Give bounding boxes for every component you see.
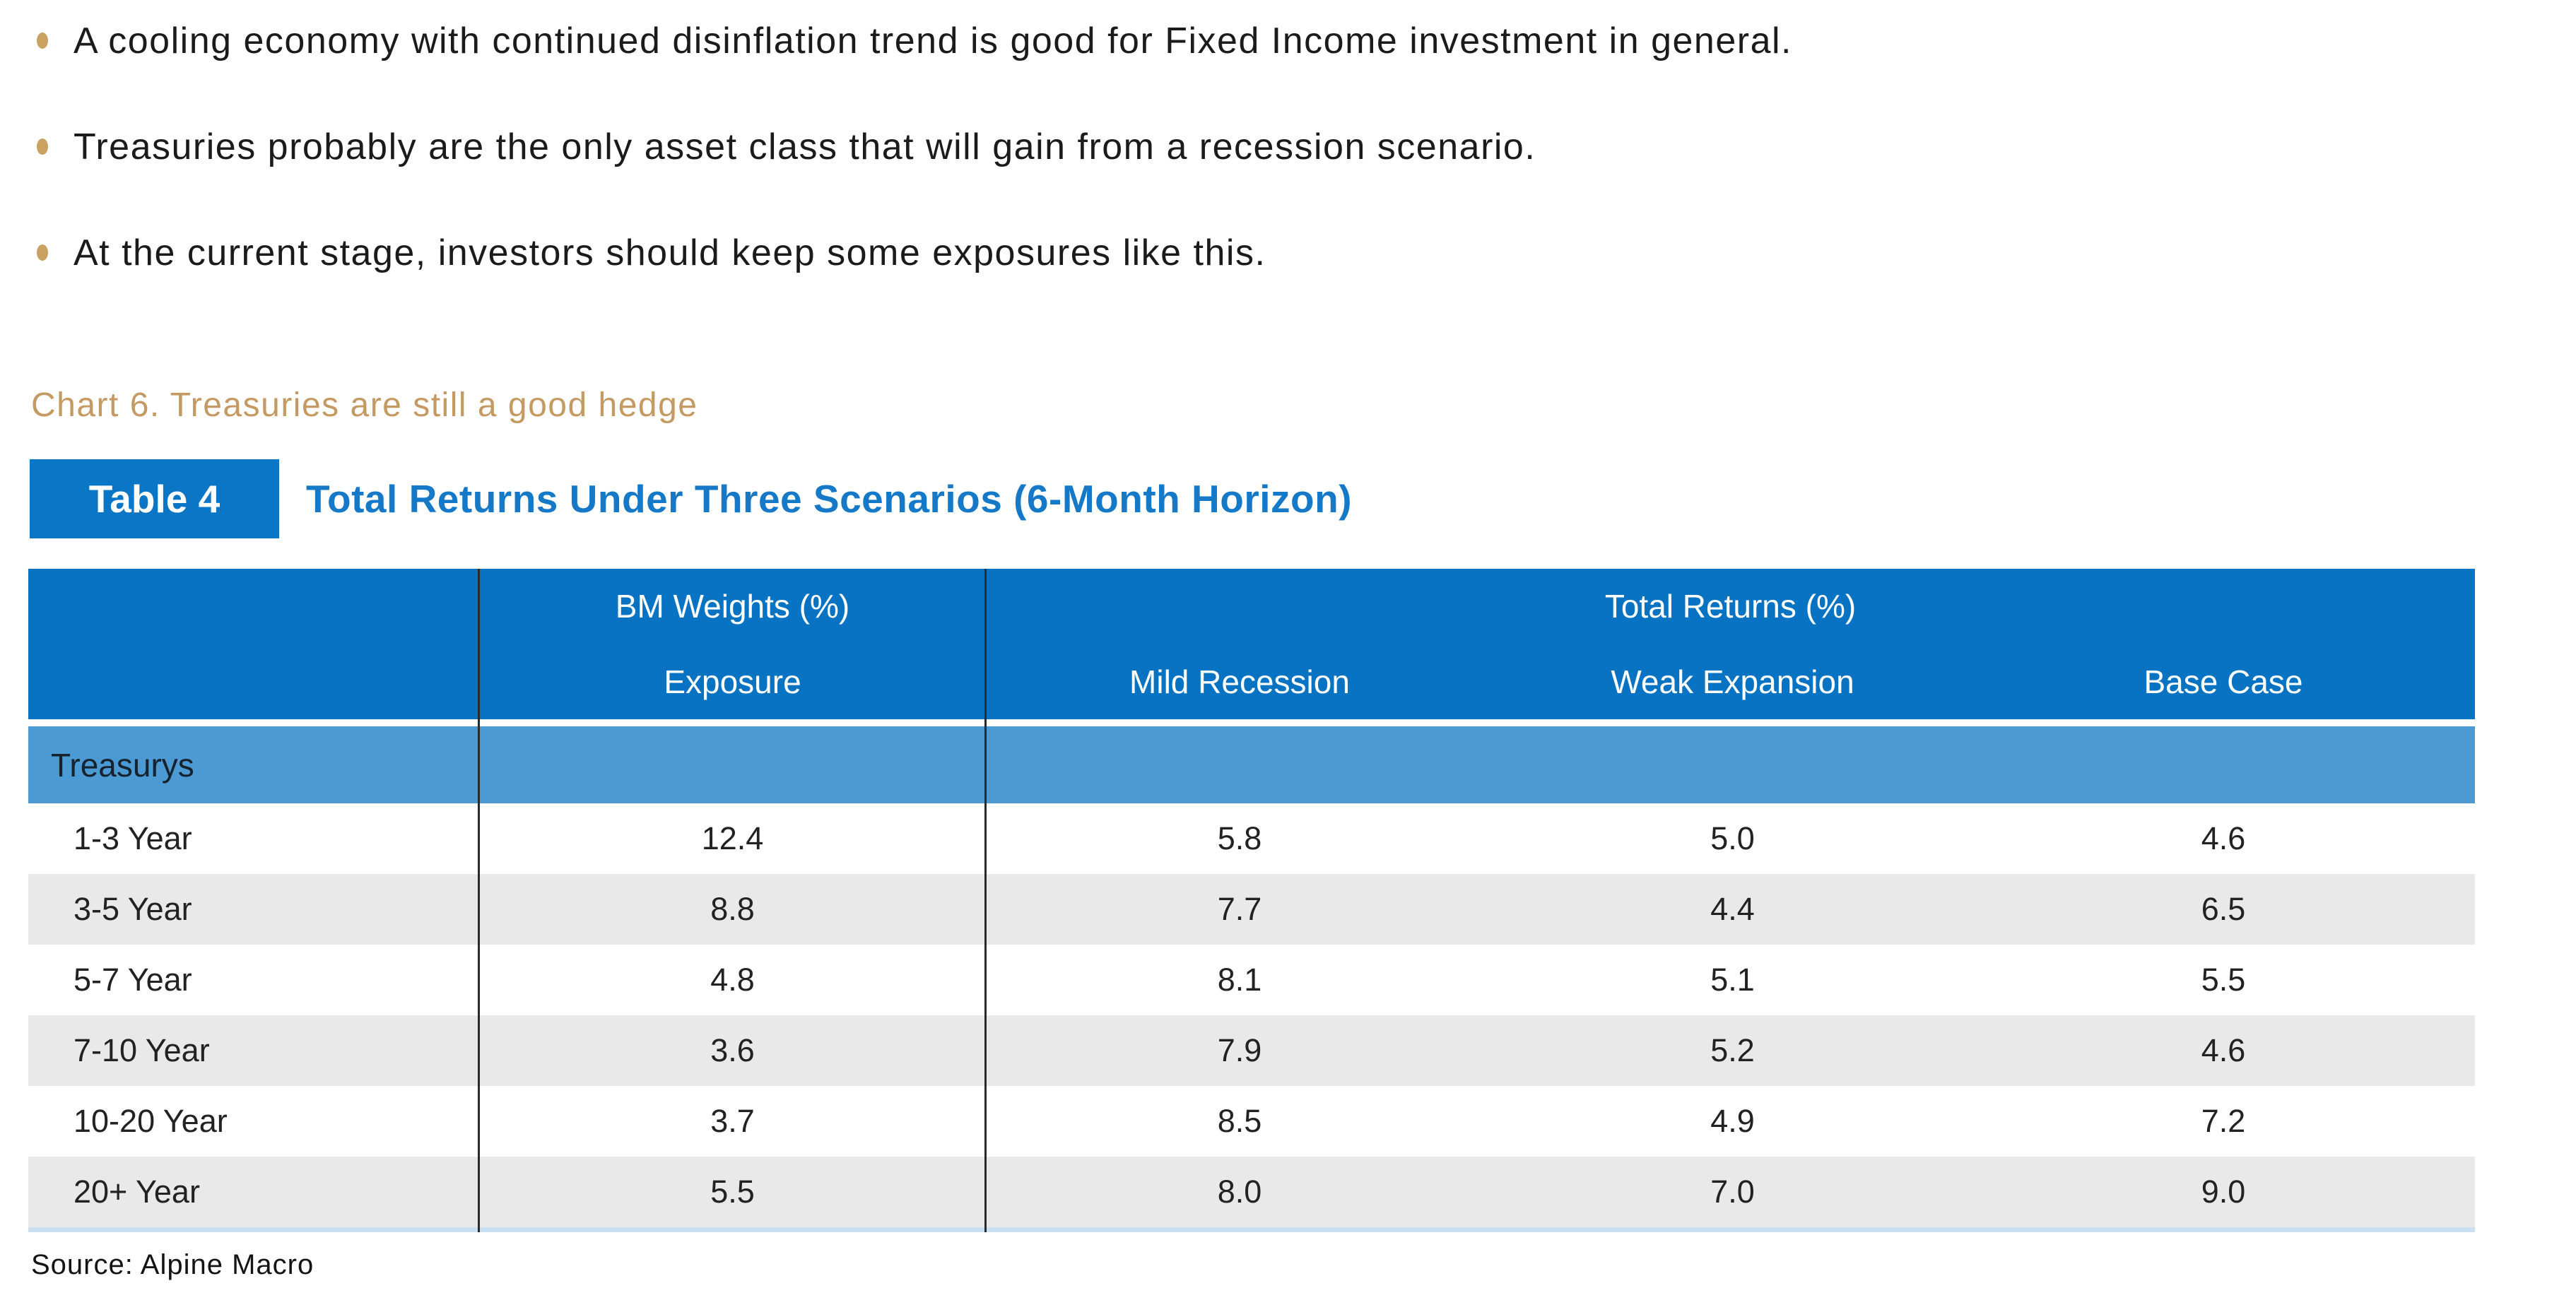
- chart-caption: Chart 6. Treasuries are still a good hed…: [31, 386, 698, 424]
- section-row-treasurys: Treasurys: [28, 726, 2475, 803]
- cell-base-case: 5.5: [2201, 962, 2246, 998]
- bullet-dot-icon: [37, 244, 48, 261]
- cell-exposure: 12.4: [701, 820, 764, 856]
- bullet-list: A cooling economy with continued disinfl…: [37, 17, 2534, 335]
- cell-mild-recession: 7.9: [1217, 1032, 1262, 1068]
- cell-exposure: 8.8: [710, 891, 755, 927]
- cell-base-case: 7.2: [2201, 1103, 2246, 1139]
- cell-mild-recession: 8.5: [1217, 1103, 1262, 1139]
- cell-mild-recession: 8.0: [1217, 1174, 1262, 1210]
- section-label: Treasurys: [51, 746, 194, 784]
- column-divider: [478, 569, 480, 1232]
- table-heading: Table 4 Total Returns Under Three Scenar…: [30, 459, 1352, 538]
- cell-base-case: 6.5: [2201, 891, 2246, 927]
- table-row: 5-7 Year 4.8 8.1 5.1 5.5: [28, 945, 2475, 1015]
- cell-exposure: 3.6: [710, 1032, 755, 1068]
- bullet-text: Treasuries probably are the only asset c…: [73, 126, 1536, 167]
- header-cell-empty: [28, 569, 479, 644]
- cell-weak-expansion: 7.0: [1710, 1174, 1755, 1210]
- header-separator: [28, 719, 2475, 726]
- cell-weak-expansion: 5.2: [1710, 1032, 1755, 1068]
- cell-weak-expansion: 4.4: [1710, 891, 1755, 927]
- table-row: 20+ Year 5.5 8.0 7.0 9.0: [28, 1157, 2475, 1227]
- table-row: 10-20 Year 3.7 8.5 4.9 7.2: [28, 1086, 2475, 1157]
- cell-mild-recession: 8.1: [1217, 962, 1262, 998]
- cell-weak-expansion: 4.9: [1710, 1103, 1755, 1139]
- bullet-item: A cooling economy with continued disinfl…: [37, 17, 2534, 65]
- returns-table: BM Weights (%) Total Returns (%) Exposur…: [28, 569, 2475, 1232]
- table-bottom-border: [28, 1227, 2475, 1232]
- header-col-base-case: Base Case: [2143, 663, 2303, 700]
- bullet-item: Treasuries probably are the only asset c…: [37, 123, 2534, 171]
- row-label: 7-10 Year: [73, 1032, 210, 1068]
- header-group-bm-weights: BM Weights (%): [615, 588, 850, 625]
- cell-base-case: 9.0: [2201, 1174, 2246, 1210]
- bullet-item: At the current stage, investors should k…: [37, 229, 2534, 277]
- row-label: 1-3 Year: [73, 820, 192, 856]
- column-divider: [984, 569, 987, 1232]
- cell-weak-expansion: 5.1: [1710, 962, 1755, 998]
- header-col-mild-recession: Mild Recession: [1129, 663, 1350, 700]
- bullet-dot-icon: [37, 138, 48, 155]
- header-cell-empty: [28, 644, 479, 719]
- cell-mild-recession: 5.8: [1217, 820, 1262, 856]
- row-label: 20+ Year: [73, 1174, 200, 1210]
- bullet-text: At the current stage, investors should k…: [73, 232, 1266, 273]
- cell-exposure: 5.5: [710, 1174, 755, 1210]
- bullet-text: A cooling economy with continued disinfl…: [73, 20, 1793, 61]
- cell-exposure: 4.8: [710, 962, 755, 998]
- cell-exposure: 3.7: [710, 1103, 755, 1139]
- cell-weak-expansion: 5.0: [1710, 820, 1755, 856]
- header-group-total-returns: Total Returns (%): [1604, 588, 1857, 625]
- cell-mild-recession: 7.7: [1217, 891, 1262, 927]
- row-label: 3-5 Year: [73, 891, 192, 927]
- table-title: Total Returns Under Three Scenarios (6-M…: [306, 477, 1353, 521]
- table-row: 1-3 Year 12.4 5.8 5.0 4.6: [28, 803, 2475, 874]
- source-note: Source: Alpine Macro: [31, 1249, 314, 1280]
- header-col-weak-expansion: Weak Expansion: [1611, 663, 1854, 700]
- table-row: 3-5 Year 8.8 7.7 4.4 6.5: [28, 874, 2475, 945]
- header-col-exposure: Exposure: [664, 663, 801, 700]
- table-number-badge: Table 4: [30, 459, 279, 538]
- table-row: 7-10 Year 3.6 7.9 5.2 4.6: [28, 1015, 2475, 1086]
- row-label: 10-20 Year: [73, 1103, 228, 1139]
- cell-base-case: 4.6: [2201, 1032, 2246, 1068]
- row-label: 5-7 Year: [73, 962, 192, 998]
- cell-base-case: 4.6: [2201, 820, 2246, 856]
- bullet-dot-icon: [37, 33, 48, 49]
- table-header: BM Weights (%) Total Returns (%) Exposur…: [28, 569, 2475, 719]
